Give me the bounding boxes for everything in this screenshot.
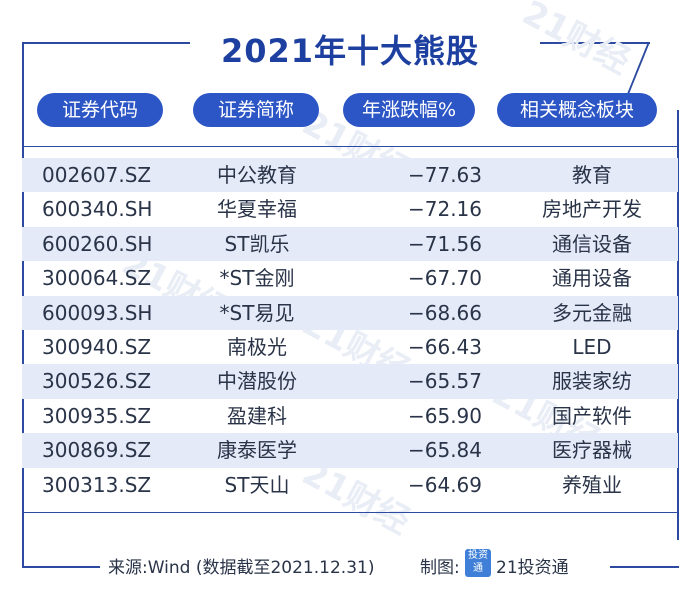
table-row: 600093.SH *ST易见 −68.66 多元金融 [22, 295, 678, 330]
cell-name: 康泰医学 [217, 438, 297, 463]
logo-icon: 投资通 [465, 549, 491, 577]
cell-sector: 教育 [572, 163, 612, 187]
cell-change: −65.57 [407, 369, 482, 394]
cell-change: −68.66 [407, 300, 482, 325]
cell-code: 600260.SH [42, 231, 153, 256]
frame-top-left [22, 42, 190, 44]
source-note: 来源:Wind (数据截至2021.12.31) [108, 558, 375, 578]
table-row: 600260.SH ST凯乐 −71.56 通信设备 [22, 226, 678, 262]
header-code: 证券代码 [37, 93, 163, 127]
cell-sector: 医疗器械 [552, 438, 632, 463]
cell-change: −66.43 [407, 334, 482, 359]
cell-sector: LED [572, 334, 612, 359]
frame-top-right [540, 42, 650, 44]
table-row: 300940.SZ 南极光 −66.43 LED [22, 330, 678, 364]
cell-sector: 通信设备 [552, 231, 632, 256]
cell-code: 300940.SZ [42, 334, 152, 359]
cell-change: −65.90 [407, 403, 482, 428]
frame-bottom-right [610, 566, 679, 568]
frame-right [677, 110, 679, 540]
cell-sector: 养殖业 [562, 472, 622, 497]
brand-name: 21投资通 [496, 558, 569, 578]
cell-code: 300935.SZ [42, 403, 152, 428]
table-row: 300935.SZ 盈建科 −65.90 国产软件 [22, 399, 678, 433]
cell-change: −64.69 [407, 472, 482, 497]
cell-name: *ST金刚 [219, 266, 295, 291]
table-row: 300526.SZ 中潜股份 −65.57 服装家纺 [22, 364, 678, 399]
footer: 来源:Wind (数据截至2021.12.31) 制图: 投资通 21投资通 [0, 549, 700, 578]
table-header: 证券代码 证券简称 年涨跌幅% 相关概念板块 [0, 93, 700, 129]
cell-code: 300869.SZ [42, 438, 152, 463]
cell-change: −67.70 [407, 266, 482, 291]
cell-name: 华夏幸福 [217, 197, 297, 222]
cell-change: −72.16 [407, 197, 482, 222]
table-row: 300869.SZ 康泰医学 −65.84 医疗器械 [22, 433, 678, 468]
cell-code: 600340.SH [42, 197, 153, 222]
cell-sector: 服装家纺 [552, 369, 632, 394]
data-table: 002607.SZ 中公教育 −77.63 教育 600340.SH 华夏幸福 … [22, 158, 678, 502]
cell-change: −65.84 [407, 438, 482, 463]
header-change: 年涨跌幅% [343, 93, 475, 127]
cell-name: 南极光 [227, 334, 287, 359]
cell-name: 中潜股份 [217, 369, 297, 394]
table-row: 002607.SZ 中公教育 −77.63 教育 [22, 158, 678, 193]
cell-name: 中公教育 [217, 163, 297, 187]
cell-code: 002607.SZ [42, 163, 152, 187]
cell-change: −77.63 [407, 163, 482, 187]
made-by-label: 制图: [420, 558, 460, 578]
cell-sector: 房地产开发 [542, 197, 642, 222]
header-sector: 相关概念板块 [497, 93, 657, 127]
footer-divider [22, 512, 678, 513]
cell-code: 300526.SZ [42, 369, 152, 394]
cell-change: −71.56 [407, 231, 482, 256]
cell-sector: 国产软件 [552, 403, 632, 428]
page-title: 2021年十大熊股 [220, 32, 480, 70]
table-row: 600340.SH 华夏幸福 −72.16 房地产开发 [22, 192, 678, 226]
table-row: 300064.SZ *ST金刚 −67.70 通用设备 [22, 261, 678, 295]
cell-name: *ST易见 [219, 300, 295, 325]
cell-code: 300313.SZ [42, 472, 152, 497]
cell-name: ST凯乐 [224, 231, 290, 256]
cell-name: ST天山 [224, 472, 290, 497]
cell-sector: 通用设备 [552, 266, 632, 291]
cell-code: 300064.SZ [42, 266, 152, 291]
cell-sector: 多元金融 [552, 300, 632, 325]
cell-name: 盈建科 [227, 403, 287, 428]
table-row: 300313.SZ ST天山 −64.69 养殖业 [22, 468, 678, 502]
header-name: 证券简称 [193, 93, 319, 127]
frame-bottom-left [22, 566, 100, 568]
cell-code: 600093.SH [42, 300, 153, 325]
header-divider [22, 146, 678, 147]
